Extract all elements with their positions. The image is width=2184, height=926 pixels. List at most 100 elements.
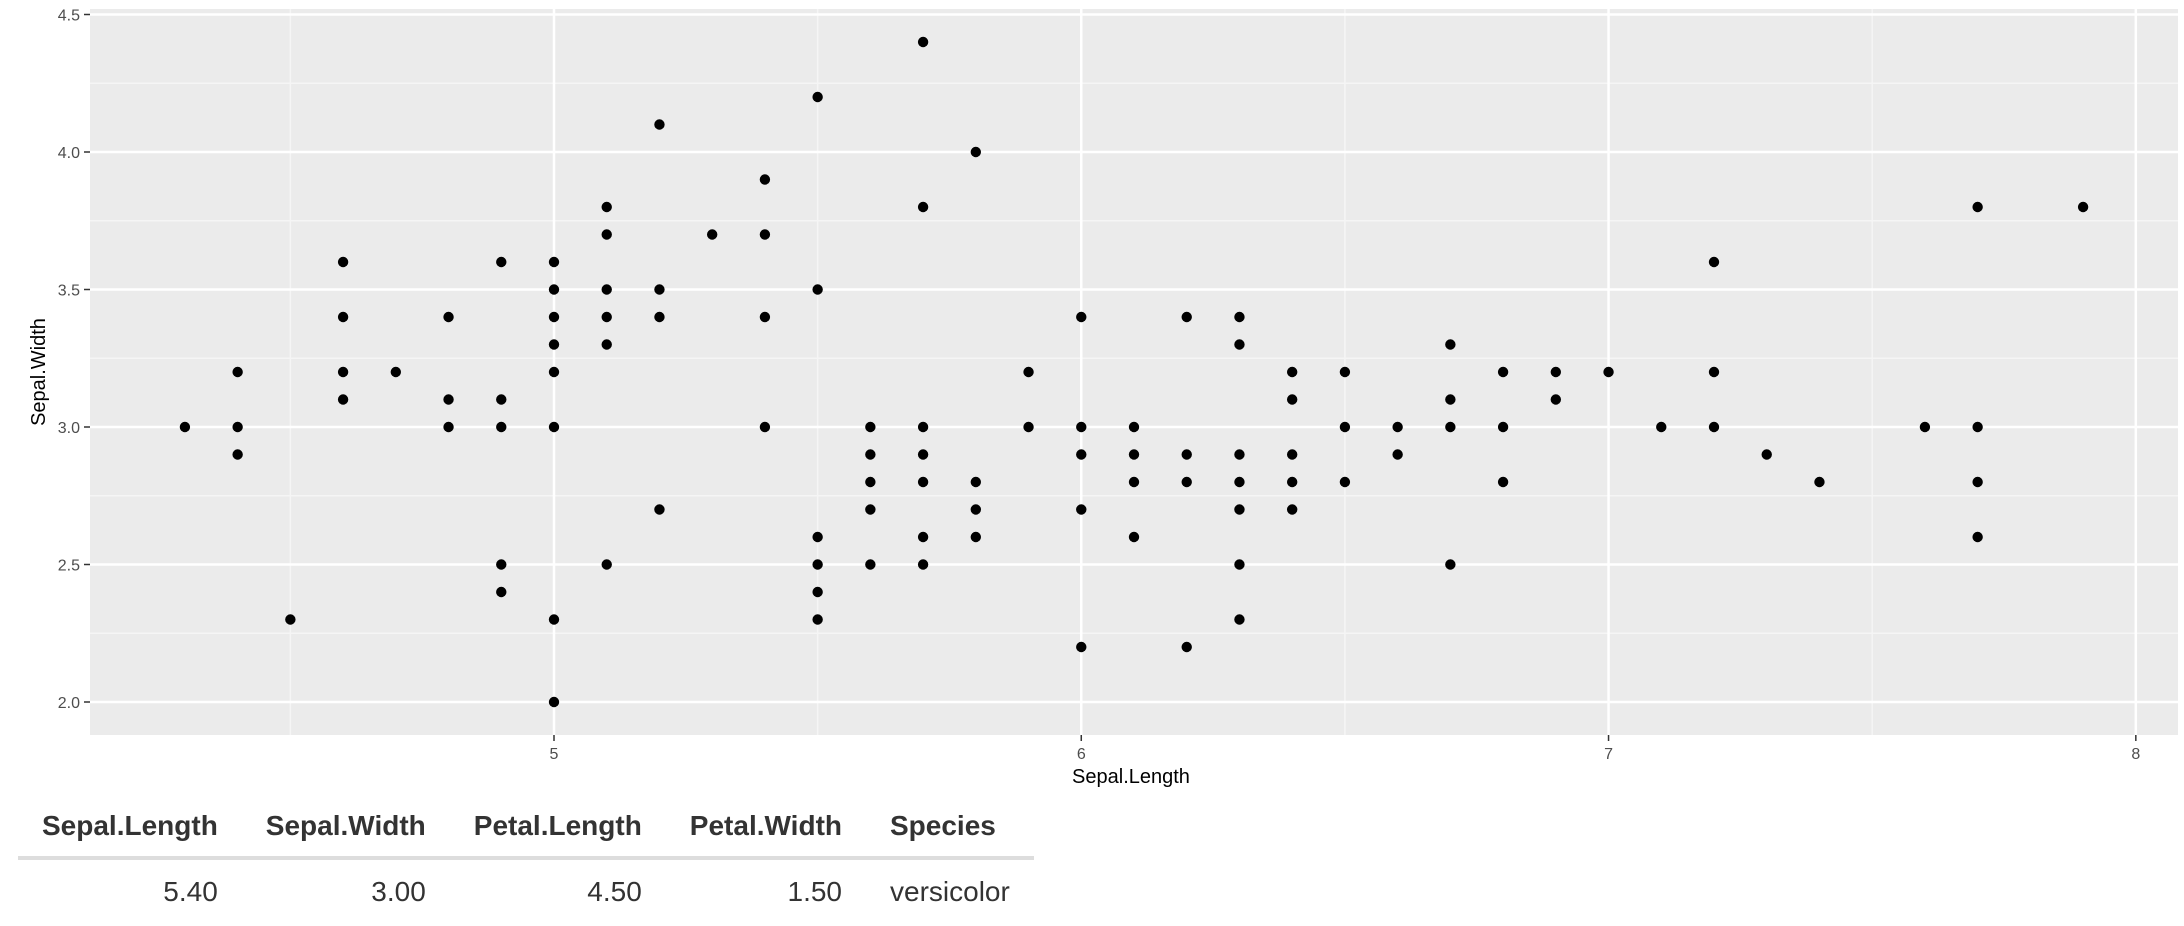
data-point bbox=[548, 339, 560, 350]
data-point bbox=[1181, 449, 1192, 460]
data-point bbox=[865, 449, 876, 460]
major-gridlines bbox=[90, 9, 2178, 735]
data-point bbox=[759, 229, 771, 240]
data-point bbox=[812, 284, 823, 295]
data-point bbox=[865, 421, 876, 433]
data-point bbox=[1339, 476, 1351, 488]
data-point bbox=[1286, 394, 1298, 405]
y-tick-label: 4.5 bbox=[58, 8, 80, 25]
y-tick-label: 4.0 bbox=[58, 145, 80, 162]
data-point bbox=[548, 311, 560, 323]
data-point bbox=[1286, 504, 1298, 515]
data-point bbox=[601, 229, 612, 240]
data-point bbox=[1286, 366, 1298, 378]
data-point bbox=[1076, 311, 1087, 323]
data-point bbox=[1497, 366, 1509, 378]
data-point bbox=[232, 421, 243, 433]
table-cell: versicolor bbox=[890, 876, 1010, 907]
data-point bbox=[548, 696, 560, 708]
column-header: Sepal.Width bbox=[241, 796, 450, 860]
data-point bbox=[1603, 366, 1614, 378]
data-point bbox=[337, 311, 349, 323]
x-axis-title: Sepal.Length bbox=[1072, 766, 1190, 788]
table-cell: 5.40 bbox=[163, 876, 218, 907]
data-point bbox=[496, 559, 507, 570]
data-point bbox=[179, 421, 191, 433]
data-table: Sepal.Length Sepal.Width Petal.Length Pe… bbox=[18, 796, 1034, 918]
data-point bbox=[1656, 421, 1667, 433]
data-point bbox=[1392, 421, 1403, 433]
data-point bbox=[970, 504, 982, 515]
data-point bbox=[917, 201, 929, 213]
data-point bbox=[496, 394, 507, 405]
data-point bbox=[1972, 421, 1983, 433]
data-point bbox=[285, 614, 296, 625]
data-point bbox=[865, 476, 876, 488]
data-point bbox=[812, 586, 823, 598]
data-point bbox=[337, 394, 349, 405]
data-point bbox=[1708, 421, 1720, 433]
x-tick-label: 5 bbox=[550, 746, 559, 763]
table-cell: 1.50 bbox=[787, 876, 843, 907]
table-header-row: Sepal.Length Sepal.Width Petal.Length Pe… bbox=[18, 796, 1034, 860]
data-point bbox=[1076, 449, 1087, 460]
data-point bbox=[1339, 421, 1351, 433]
data-point bbox=[1708, 256, 1720, 268]
data-point bbox=[1286, 449, 1298, 460]
table-row: 5.40 3.00 4.50 1.50 versicolor bbox=[18, 858, 1034, 918]
column-header: Species bbox=[866, 796, 1034, 860]
data-point bbox=[917, 449, 929, 460]
data-point bbox=[337, 366, 349, 378]
x-tick-label: 8 bbox=[2131, 746, 2140, 763]
data-point bbox=[390, 366, 402, 378]
data-point bbox=[1814, 476, 1825, 488]
data-point bbox=[1550, 394, 1562, 405]
data-point bbox=[970, 146, 982, 158]
data-point bbox=[654, 311, 665, 323]
data-point bbox=[1708, 366, 1720, 378]
data-point bbox=[812, 614, 823, 625]
y-tick-label: 3.5 bbox=[58, 283, 80, 300]
data-point bbox=[443, 311, 454, 323]
data-point bbox=[1076, 641, 1087, 653]
data-point bbox=[812, 559, 823, 570]
data-point bbox=[496, 256, 507, 268]
data-point bbox=[1497, 421, 1509, 433]
data-point bbox=[654, 504, 665, 515]
data-point bbox=[1023, 366, 1034, 378]
data-point bbox=[917, 559, 929, 570]
data-point bbox=[601, 311, 612, 323]
data-point bbox=[1972, 531, 1983, 543]
data-points bbox=[179, 36, 2089, 708]
data-point bbox=[1761, 449, 1772, 460]
data-point bbox=[2077, 201, 2089, 213]
data-point bbox=[496, 586, 507, 598]
x-axis: 5 6 7 8 bbox=[550, 735, 2140, 763]
data-point bbox=[970, 476, 982, 488]
data-point bbox=[865, 559, 876, 570]
data-point bbox=[1181, 476, 1192, 488]
data-point bbox=[443, 394, 454, 405]
column-header: Sepal.Length bbox=[18, 796, 242, 860]
data-point bbox=[654, 119, 665, 130]
data-point bbox=[917, 476, 929, 488]
data-point bbox=[232, 366, 243, 378]
data-point bbox=[337, 256, 349, 268]
data-point bbox=[759, 421, 771, 433]
data-point bbox=[1339, 366, 1351, 378]
data-point bbox=[1128, 421, 1140, 433]
data-point bbox=[496, 421, 507, 433]
data-point bbox=[812, 91, 823, 103]
data-point bbox=[1445, 339, 1456, 350]
data-point bbox=[1076, 504, 1087, 515]
x-tick-label: 7 bbox=[1604, 746, 1613, 763]
data-point bbox=[1234, 449, 1245, 460]
data-point bbox=[1550, 366, 1562, 378]
data-point bbox=[601, 339, 612, 350]
column-header: Petal.Length bbox=[449, 796, 666, 860]
data-point bbox=[601, 284, 612, 295]
data-point bbox=[443, 421, 454, 433]
data-point bbox=[1497, 476, 1509, 488]
table-cell: 3.00 bbox=[371, 876, 426, 907]
y-axis-title: Sepal.Width bbox=[28, 318, 50, 426]
